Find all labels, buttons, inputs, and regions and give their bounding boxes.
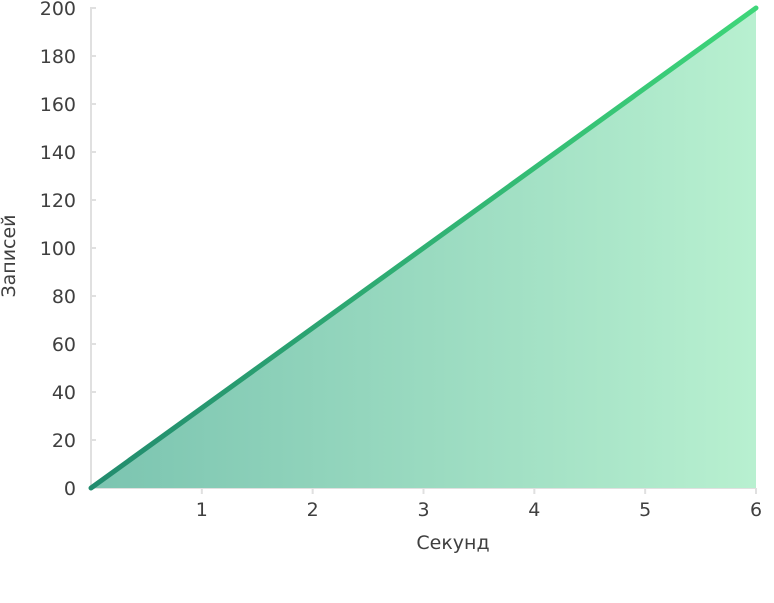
y-tick-label: 160 — [40, 94, 76, 116]
y-tick-label: 20 — [52, 430, 76, 452]
y-tick-label: 60 — [52, 334, 76, 356]
y-tick-label: 40 — [52, 382, 76, 404]
y-tick-label: 120 — [40, 190, 76, 212]
y-tick-label: 100 — [40, 238, 76, 260]
x-axis-title: Секунд — [416, 532, 489, 554]
series-layer — [88, 5, 759, 491]
y-axis: 0 20 40 60 80 100 120 140 160 180 200 — [40, 0, 96, 500]
y-tick-label: 0 — [64, 478, 76, 500]
y-tick-label: 140 — [40, 142, 76, 164]
y-axis-title: Записей — [0, 214, 20, 297]
y-tick-label: 180 — [40, 46, 76, 68]
x-tick-label: 3 — [417, 499, 429, 521]
x-tick-label: 1 — [196, 499, 208, 521]
x-tick-label: 6 — [750, 499, 762, 521]
x-axis: 1 2 3 4 5 6 — [91, 487, 762, 521]
x-tick-label: 5 — [639, 499, 651, 521]
x-tick-label: 4 — [528, 499, 540, 521]
y-tick-label: 200 — [40, 0, 76, 20]
series-line — [88, 5, 759, 491]
y-tick-label: 80 — [52, 286, 76, 308]
x-tick-label: 2 — [307, 499, 319, 521]
